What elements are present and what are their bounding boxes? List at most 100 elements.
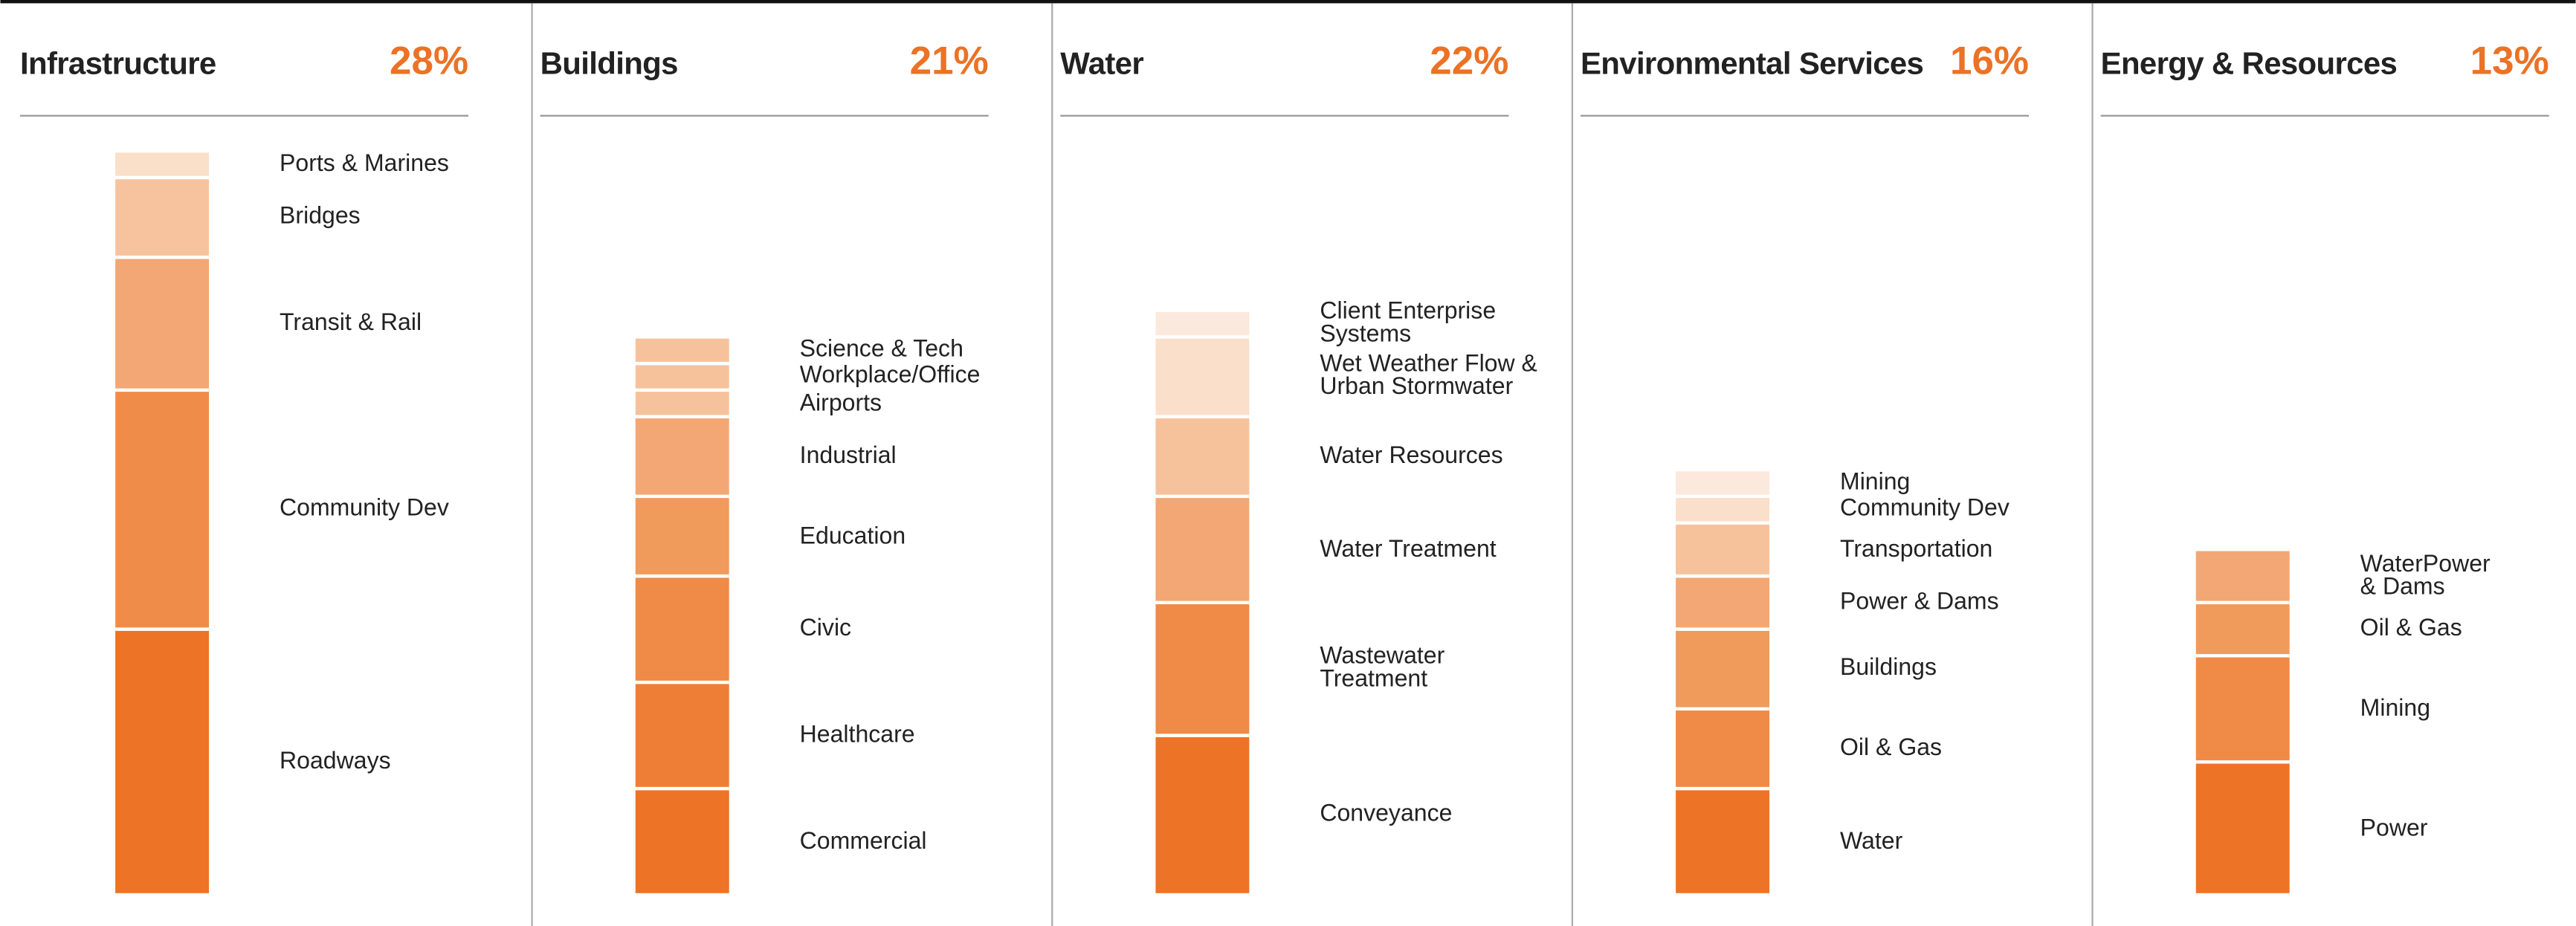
- segment-label-box: Education: [799, 522, 906, 550]
- segment-label: Industrial: [799, 443, 897, 470]
- segment-label-box: WaterPower & Dams: [2360, 551, 2491, 601]
- segment-label-box: Wastewater Treatment: [1320, 644, 1445, 694]
- bar-segment: [2192, 654, 2293, 764]
- bar-segment: [1672, 467, 1773, 499]
- segment-label-box: Power: [2360, 815, 2428, 842]
- segment-label: Science & Tech: [799, 337, 963, 363]
- bar-segment: [632, 361, 733, 392]
- bar-segment: [632, 335, 733, 366]
- segment-label: Workplace/Office: [799, 363, 981, 390]
- panel-share: 16%: [1950, 39, 2029, 82]
- segment-label: Buildings: [1840, 655, 1937, 682]
- segment-label: Client Enterprise Systems: [1320, 299, 1497, 349]
- segment-label-box: Water: [1840, 829, 1902, 853]
- bar-segment: [632, 574, 733, 684]
- bar-segment: [632, 786, 733, 897]
- segment-label: Civic: [799, 615, 852, 643]
- segment-label: Airports: [799, 390, 882, 417]
- segment-label-box: Workplace/Office: [799, 363, 981, 390]
- panel-title: Water: [1060, 45, 1143, 80]
- segment-label: Community Dev: [280, 496, 449, 523]
- segment-label-box: Airports: [799, 390, 882, 417]
- segment-label-box: Roadways: [280, 748, 391, 775]
- bar-segment: [2192, 760, 2293, 897]
- bar-segment: [1152, 494, 1253, 605]
- bar-segment: [112, 175, 213, 259]
- segment-label-box: Oil & Gas: [1840, 735, 1943, 763]
- segment-label-box: Healthcare: [799, 722, 915, 749]
- bar-segment: [1672, 521, 1773, 578]
- segment-label-box: Oil & Gas: [2360, 615, 2462, 643]
- bar-segment: [1152, 335, 1253, 418]
- segment-label: Wastewater Treatment: [1320, 644, 1445, 694]
- segment-label: Wet Weather Flow & Urban Stormwater: [1320, 352, 1537, 402]
- bar-segment: [1152, 308, 1253, 339]
- segment-label: Ports & Marines: [280, 151, 449, 178]
- bar-segment: [1672, 627, 1773, 711]
- segment-label: Oil & Gas: [2360, 615, 2462, 643]
- segment-label: Oil & Gas: [1840, 735, 1943, 763]
- segment-label: Transportation: [1840, 536, 1993, 563]
- bar-segment: [112, 149, 213, 180]
- segment-label-box: Commercial: [799, 828, 927, 855]
- segment-label-box: Water Treatment: [1320, 536, 1497, 563]
- panel-title: Energy & Resources: [2101, 45, 2398, 80]
- bar-segment: [1672, 707, 1773, 791]
- segment-label-box: Transportation: [1840, 536, 1993, 563]
- segment-label-box: Transit & Rail: [280, 310, 422, 337]
- segment-label: Conveyance: [1320, 802, 1453, 829]
- segment-label: Power & Dams: [1840, 589, 1999, 616]
- segment-label-box: Water Resources: [1320, 443, 1503, 470]
- segment-label: Water Treatment: [1320, 536, 1497, 563]
- panel-share: 28%: [390, 39, 468, 82]
- segment-label: Community Dev: [1840, 496, 2010, 523]
- bar-segment: [1672, 786, 1773, 897]
- segment-label-box: Civic: [799, 615, 852, 643]
- segment-label-box: Buildings: [1840, 655, 1937, 682]
- segment-label-box: Community Dev: [280, 496, 449, 523]
- segment-label: Mining: [2360, 696, 2431, 722]
- panel-title: Environmental Services: [1581, 45, 1923, 80]
- bar-segment: [632, 415, 733, 499]
- bar-segment: [112, 388, 213, 631]
- segment-label-box: Mining: [1840, 470, 1911, 496]
- segment-label-box: Client Enterprise Systems: [1320, 299, 1497, 349]
- segment-label: WaterPower & Dams: [2360, 551, 2491, 601]
- segment-label: Mining: [1840, 470, 1911, 496]
- segment-label-box: Community Dev: [1840, 496, 2010, 523]
- segment-label-box: Industrial: [799, 443, 897, 470]
- segment-label-box: Power & Dams: [1840, 589, 1999, 616]
- bar-segment: [2192, 548, 2293, 605]
- bar-segment: [2192, 600, 2293, 658]
- segment-label: Education: [799, 522, 906, 550]
- bar-segment: [1152, 734, 1253, 897]
- bar-segment: [632, 680, 733, 791]
- panel-title: Infrastructure: [20, 45, 216, 80]
- segment-label: Power: [2360, 815, 2428, 842]
- bar-segment: [1672, 574, 1773, 631]
- segment-label-box: Science & Tech: [799, 337, 963, 363]
- panel-share: 13%: [2470, 39, 2549, 82]
- segment-label: Healthcare: [799, 722, 915, 749]
- segment-label-box: Bridges: [280, 204, 361, 231]
- segment-label-box: Wet Weather Flow & Urban Stormwater: [1320, 352, 1537, 402]
- bar-segment: [632, 388, 733, 418]
- segment-label-box: Mining: [2360, 696, 2431, 722]
- segment-label-box: Ports & Marines: [280, 151, 449, 178]
- segment-label: Transit & Rail: [280, 310, 422, 337]
- top-rule: [0, 0, 2576, 4]
- panel-share: 21%: [910, 39, 989, 82]
- bar-segment: [632, 494, 733, 578]
- segment-label: Roadways: [280, 748, 391, 775]
- segment-label: Commercial: [799, 828, 927, 855]
- bar-segment: [112, 627, 213, 897]
- segment-label: Water Resources: [1320, 443, 1503, 470]
- bar-segment: [1152, 600, 1253, 737]
- bar-segment: [1152, 415, 1253, 499]
- segment-label: Bridges: [280, 204, 361, 231]
- bar-segment: [1672, 494, 1773, 525]
- segment-label-box: Conveyance: [1320, 802, 1453, 829]
- panel-title: Buildings: [540, 45, 678, 80]
- bar-segment: [112, 255, 213, 392]
